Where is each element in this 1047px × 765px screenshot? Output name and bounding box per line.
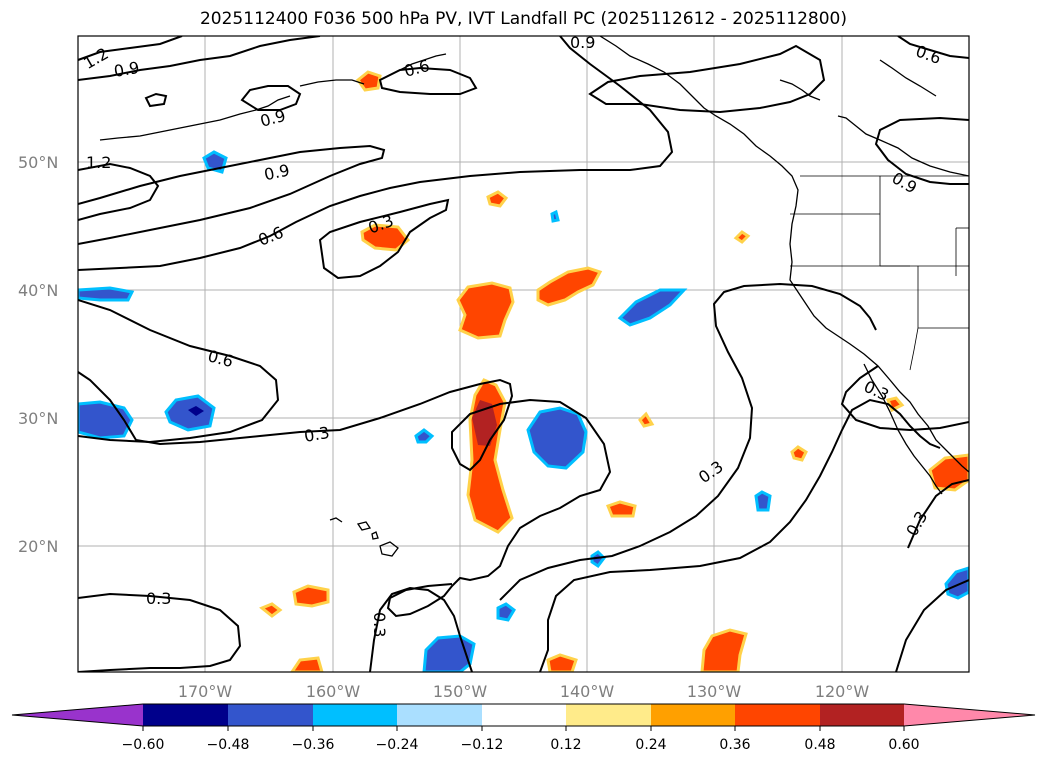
lon-label-150w: 150°W [433, 682, 488, 701]
lon-label-120w: 120°W [815, 682, 870, 701]
colorbar-tick-label: −0.48 [207, 737, 250, 753]
colorbar-segment [651, 704, 735, 726]
lon-label-160w: 160°W [306, 682, 361, 701]
gridlines [78, 36, 969, 672]
coastlines [99, 36, 969, 557]
colorbar-segment [904, 704, 1035, 726]
map-area [78, 36, 969, 672]
colorbar-tick-label: −0.12 [461, 737, 504, 753]
lat-label-20n: 20°N [18, 537, 58, 556]
lat-label-40n: 40°N [18, 281, 58, 300]
contour-label: 1.2 [86, 153, 111, 172]
colorbar: −0.60 −0.48 −0.36 −0.24 −0.12 0.12 0.24 … [11, 703, 1036, 753]
lat-label-50n: 50°N [18, 153, 58, 172]
latitude-labels: 50°N 40°N 30°N 20°N [18, 153, 58, 556]
pv-contours [78, 36, 969, 672]
state-borders [790, 175, 969, 371]
contour-label: 0.9 [262, 160, 291, 184]
colorbar-tick-label: −0.36 [292, 737, 335, 753]
contour-label: 0.9 [570, 33, 595, 52]
colorbar-segment [12, 704, 143, 726]
lat-label-30n: 30°N [18, 409, 58, 428]
colorbar-tick-label: 0.12 [550, 737, 581, 753]
lon-label-170w: 170°W [178, 682, 233, 701]
contour-label: 0.3 [370, 612, 389, 637]
positive-anomaly-patches [259, 70, 969, 672]
colorbar-segment [313, 704, 397, 726]
colorbar-tick-label: 0.24 [635, 737, 666, 753]
colorbar-segment [482, 704, 566, 726]
negative-anomaly-patches [78, 150, 969, 672]
lon-label-140w: 140°W [560, 682, 615, 701]
contour-label: 0.9 [112, 58, 140, 81]
colorbar-segment [735, 704, 820, 726]
colorbar-tick-label: −0.24 [376, 737, 419, 753]
colorbar-segment [143, 704, 228, 726]
plot-title: 2025112400 F036 500 hPa PV, IVT Landfall… [199, 9, 847, 29]
contour-label: 0.3 [303, 423, 331, 446]
lon-label-130w: 130°W [687, 682, 742, 701]
contour-label: 0.3 [146, 589, 171, 608]
colorbar-tick-label: 0.36 [719, 737, 750, 753]
colorbar-tick-label: 0.60 [888, 737, 919, 753]
map-frame [77, 35, 970, 673]
colorbar-tick-label: −0.60 [122, 737, 165, 753]
colorbar-segment [566, 704, 651, 726]
colorbar-tick-label: 0.48 [804, 737, 835, 753]
colorbar-segment [820, 704, 904, 726]
longitude-labels: 170°W 160°W 150°W 140°W 130°W 120°W [178, 682, 870, 701]
colorbar-segment [228, 704, 313, 726]
colorbar-segment [397, 704, 482, 726]
